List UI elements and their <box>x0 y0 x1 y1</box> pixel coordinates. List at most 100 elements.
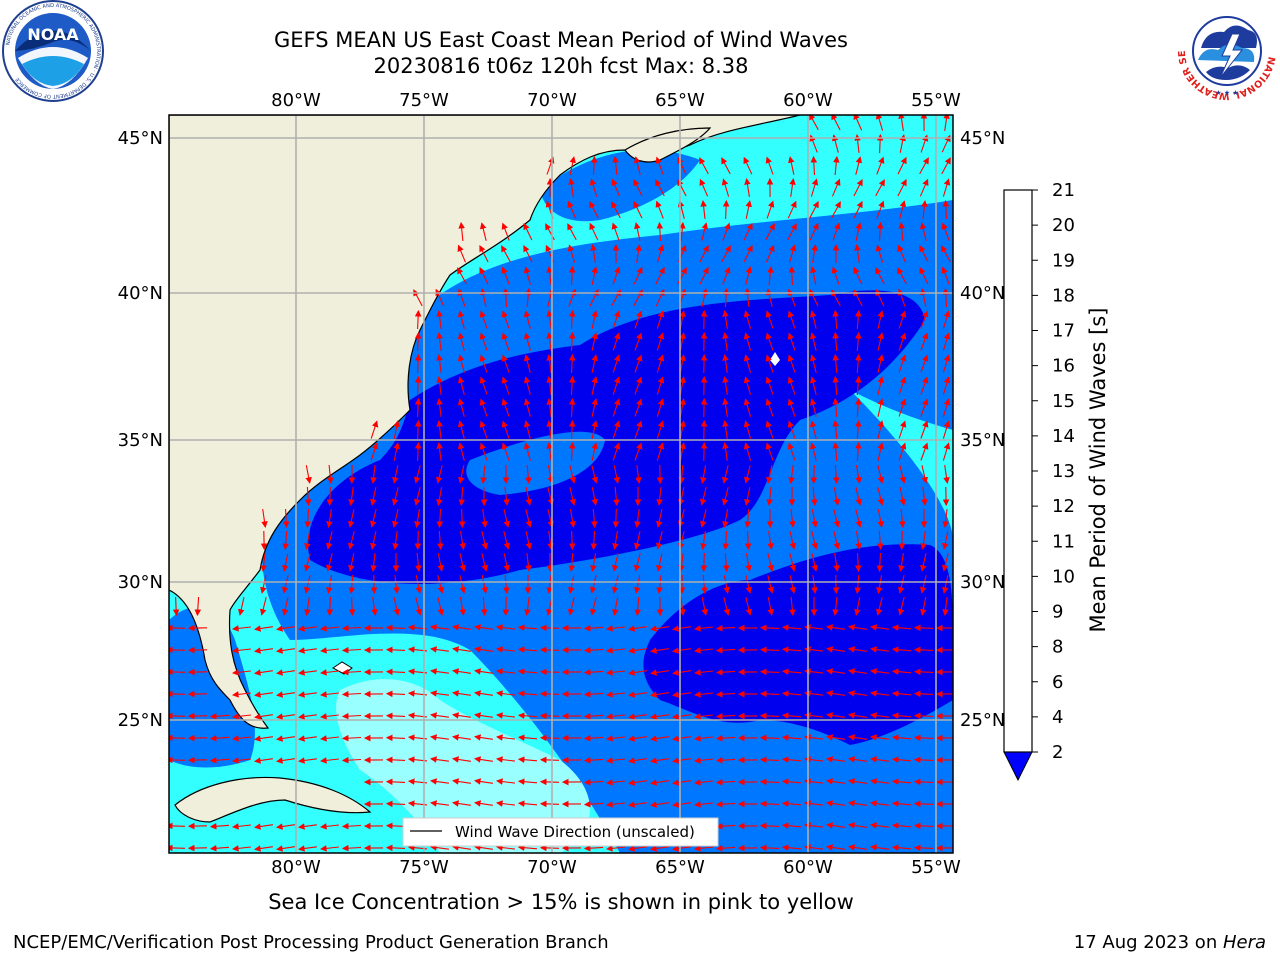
lat-labels-left: 45°N 40°N 35°N 30°N 25°N <box>118 128 163 731</box>
wave-arrow <box>656 398 665 417</box>
wave-arrow <box>699 266 709 285</box>
wave-arrow <box>474 734 493 741</box>
wave-arrow <box>715 822 736 830</box>
wave-arrow <box>583 756 604 764</box>
wave-arrow <box>942 376 951 395</box>
wave-arrow <box>276 647 295 654</box>
nws-stars: ★ ★ ★ <box>1215 89 1238 97</box>
wave-arrow <box>870 844 889 851</box>
wave-arrow <box>832 353 839 374</box>
wave-arrow <box>877 465 885 484</box>
wave-arrow <box>897 575 905 594</box>
wave-arrow <box>877 354 884 373</box>
wave-arrow <box>452 624 471 631</box>
wave-arrow <box>232 757 251 764</box>
wave-arrow <box>503 574 510 595</box>
wave-arrow <box>743 222 753 241</box>
wave-arrow <box>517 756 538 763</box>
wave-arrow <box>744 178 751 197</box>
wave-arrow <box>759 756 780 764</box>
wave-arrow <box>568 265 576 286</box>
wave-arrow <box>722 530 730 551</box>
wave-arrow <box>921 200 928 219</box>
wave-arrow <box>766 487 773 506</box>
wave-arrow <box>276 735 295 742</box>
wave-arrow <box>611 201 621 219</box>
wave-arrow <box>385 646 406 654</box>
wave-arrow <box>320 691 339 698</box>
wave-arrow <box>589 575 597 594</box>
wave-arrow <box>634 398 643 417</box>
wave-arrow <box>501 222 510 241</box>
wave-arrow <box>787 420 796 439</box>
wave-arrow <box>899 487 906 506</box>
wave-arrow <box>305 465 312 484</box>
wave-arrow <box>591 376 598 395</box>
wave-arrow <box>209 822 230 830</box>
wave-arrow <box>767 266 774 285</box>
wave-arrow <box>370 487 377 506</box>
wave-arrow <box>744 287 751 308</box>
wave-arrow <box>254 713 273 720</box>
wave-arrow <box>568 353 576 374</box>
wave-arrow <box>633 553 641 572</box>
wave-arrow <box>523 442 531 461</box>
wave-arrow <box>855 465 862 484</box>
wave-arrow <box>832 309 839 330</box>
wave-arrow <box>781 822 802 829</box>
wave-arrow <box>414 375 422 396</box>
wave-arrow <box>567 244 576 263</box>
wave-arrow <box>546 332 553 351</box>
wave-arrow <box>628 779 647 786</box>
wave-arrow <box>655 531 663 550</box>
wave-arrow <box>479 332 488 351</box>
lon-labels-top: 80°W 75°W 70°W 65°W 60°W 55°W <box>271 90 961 111</box>
wave-arrow <box>699 178 709 197</box>
wave-arrow <box>517 778 538 785</box>
wave-arrow <box>474 690 493 697</box>
footer-host: Hera <box>1222 932 1266 953</box>
wave-arrow <box>547 531 554 550</box>
wave-arrow <box>672 757 691 764</box>
wave-arrow <box>523 266 531 285</box>
wave-arrow <box>891 778 912 785</box>
wave-arrow <box>788 156 795 175</box>
wave-arrow <box>209 734 230 742</box>
colorbar-tick-label: 16 <box>1052 356 1075 377</box>
wave-arrow <box>848 800 867 807</box>
wave-arrow <box>854 309 862 330</box>
wave-arrow <box>496 756 515 763</box>
wave-arrow <box>523 420 531 439</box>
wave-arrow <box>523 245 533 263</box>
wave-arrow <box>611 222 620 241</box>
wave-arrow <box>568 375 576 396</box>
wave-arrow <box>414 509 421 528</box>
wave-arrow <box>921 465 928 484</box>
wave-arrow <box>569 487 577 506</box>
wave-arrow <box>832 331 839 352</box>
wave-arrow <box>678 464 685 485</box>
wave-arrow <box>891 712 912 719</box>
wave-arrow <box>809 376 817 395</box>
wave-arrow <box>539 712 560 720</box>
wave-arrow <box>496 646 515 653</box>
colorbar-frame <box>1003 189 1033 753</box>
wave-arrow <box>458 221 465 242</box>
wave-arrow <box>436 398 443 417</box>
wave-arrow <box>457 420 465 439</box>
lon-label-top: 60°W <box>783 90 833 111</box>
wave-arrow <box>276 691 295 698</box>
wave-arrow <box>392 531 399 550</box>
wave-arrow <box>194 596 202 617</box>
wave-arrow <box>169 646 186 654</box>
wave-arrow <box>525 464 532 485</box>
wave-arrow <box>430 690 449 697</box>
wave-arrow <box>392 509 399 528</box>
wave-arrow <box>650 647 669 654</box>
wave-arrow <box>568 441 576 462</box>
noaa-logo: NOAA NATIONAL OCEANIC AND ATMOSPHERIC AD… <box>2 0 104 102</box>
wave-arrow <box>913 712 934 720</box>
wave-arrow <box>744 508 751 529</box>
wave-arrow <box>745 597 753 616</box>
wave-arrow <box>877 398 884 417</box>
